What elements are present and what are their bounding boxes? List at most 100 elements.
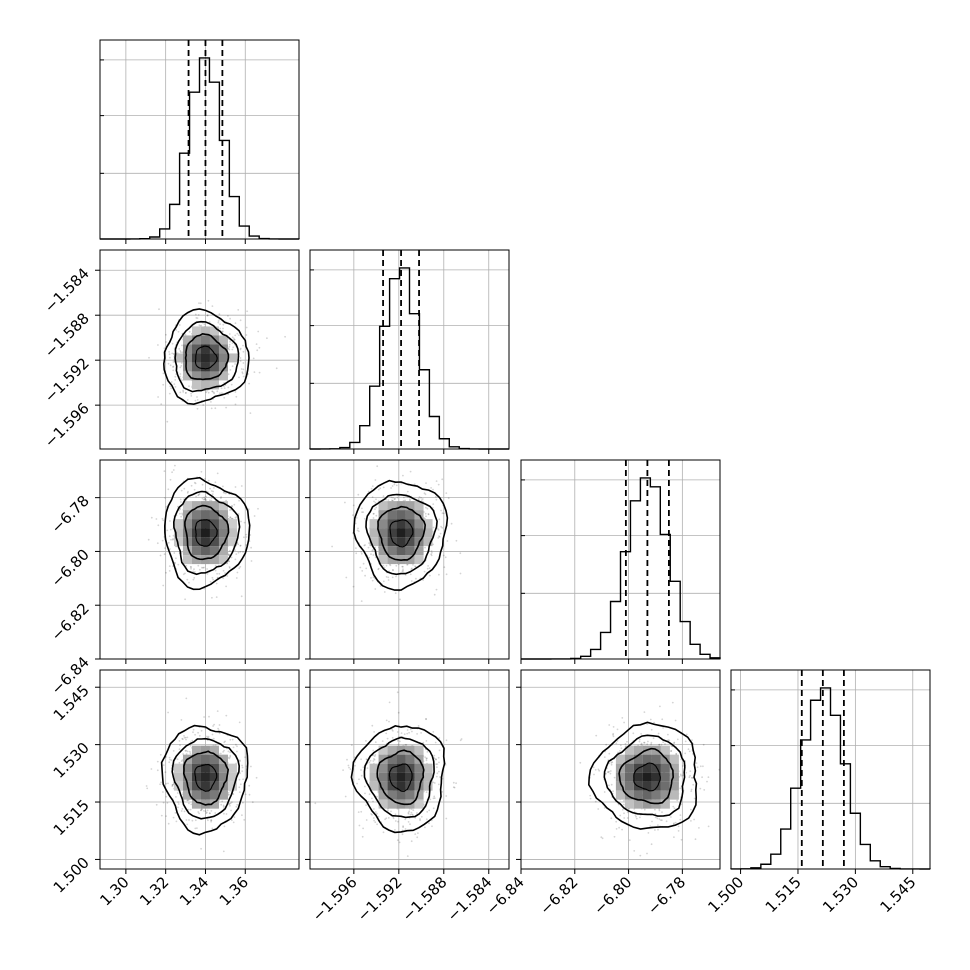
sample-point	[390, 487, 392, 489]
sample-point	[195, 317, 198, 319]
sample-point	[615, 742, 618, 745]
sample-point	[346, 758, 348, 761]
sample-point	[170, 381, 173, 383]
sample-point	[171, 783, 174, 786]
sample-point	[227, 373, 230, 376]
sample-point	[626, 740, 628, 743]
sample-point	[608, 770, 610, 773]
sample-point	[431, 551, 433, 554]
sample-point	[205, 499, 208, 502]
sample-point	[188, 385, 190, 388]
sample-point	[374, 741, 377, 743]
sample-point	[203, 566, 205, 569]
sample-point	[635, 815, 637, 818]
density-cell	[191, 380, 201, 390]
sample-point	[698, 827, 700, 829]
sample-point	[420, 499, 423, 501]
sample-point	[438, 770, 440, 773]
sample-point	[248, 793, 251, 796]
sample-point	[654, 808, 656, 811]
sample-point	[409, 470, 412, 473]
sample-point	[427, 565, 429, 567]
contour-level-3	[350, 725, 446, 834]
density-cell	[227, 353, 237, 363]
sample-point	[210, 819, 213, 822]
sample-point	[376, 795, 378, 798]
sample-point	[216, 572, 219, 575]
sample-point	[245, 326, 248, 329]
sample-point	[196, 407, 199, 410]
density-cell	[378, 763, 388, 773]
sample-point	[188, 581, 190, 584]
sample-point	[183, 487, 186, 490]
density-cell	[218, 763, 228, 773]
sample-point	[177, 505, 179, 508]
sample-point	[171, 342, 174, 345]
sample-point	[367, 490, 370, 493]
sample-point	[387, 817, 390, 819]
sample-point	[228, 343, 231, 346]
sample-point	[179, 373, 182, 375]
sample-point	[215, 582, 218, 585]
density-cell	[624, 781, 634, 791]
sample-point	[236, 332, 239, 335]
sample-point	[256, 349, 259, 352]
sample-point	[243, 521, 246, 524]
sample-point	[368, 793, 371, 796]
sample-point	[168, 535, 171, 538]
sample-point	[189, 565, 192, 568]
density-cell	[414, 772, 424, 782]
sample-point	[234, 391, 237, 393]
sample-point	[396, 691, 399, 694]
sample-point	[394, 829, 396, 831]
sample-point	[233, 816, 236, 819]
sample-point	[433, 797, 436, 799]
density-cell	[200, 344, 210, 354]
density-cell	[405, 537, 415, 547]
density-cell	[660, 763, 670, 773]
sample-point	[352, 504, 355, 507]
density-cell	[405, 555, 415, 565]
sample-point	[196, 317, 199, 319]
sample-point	[211, 493, 214, 495]
density-cell	[209, 353, 219, 363]
density-cell	[209, 745, 219, 755]
sample-point	[157, 344, 159, 346]
sample-point	[169, 758, 171, 761]
sample-point	[162, 791, 164, 793]
sample-point	[360, 810, 363, 813]
density-cell	[182, 546, 192, 556]
sample-point	[651, 820, 653, 823]
sample-point	[401, 565, 404, 568]
density-cell	[200, 790, 210, 800]
contour-level-3	[162, 308, 250, 406]
hist-panel-3	[730, 669, 931, 874]
contour-level-0	[194, 763, 218, 792]
sample-point	[200, 847, 203, 850]
sample-point	[653, 721, 655, 724]
density-cell	[182, 528, 192, 538]
sample-point	[231, 348, 234, 351]
sample-point	[424, 756, 427, 759]
sample-point	[459, 739, 462, 742]
sample-point	[241, 766, 244, 769]
sample-point	[180, 719, 183, 721]
sample-point	[453, 786, 456, 789]
sample-point	[186, 492, 189, 494]
sample-point	[198, 302, 200, 304]
sample-point	[601, 837, 604, 840]
density-cell	[405, 546, 415, 556]
sample-point	[239, 319, 242, 322]
sample-point	[234, 403, 237, 406]
sample-point	[370, 444, 372, 446]
sample-point	[369, 759, 372, 762]
sample-point	[190, 395, 193, 397]
sample-point	[435, 588, 438, 591]
sample-point	[654, 812, 657, 815]
sample-point	[238, 567, 241, 570]
density-cell	[378, 799, 388, 809]
sample-point	[362, 766, 365, 769]
sample-point	[696, 766, 699, 769]
sample-point	[192, 728, 195, 731]
sample-point	[658, 743, 661, 746]
